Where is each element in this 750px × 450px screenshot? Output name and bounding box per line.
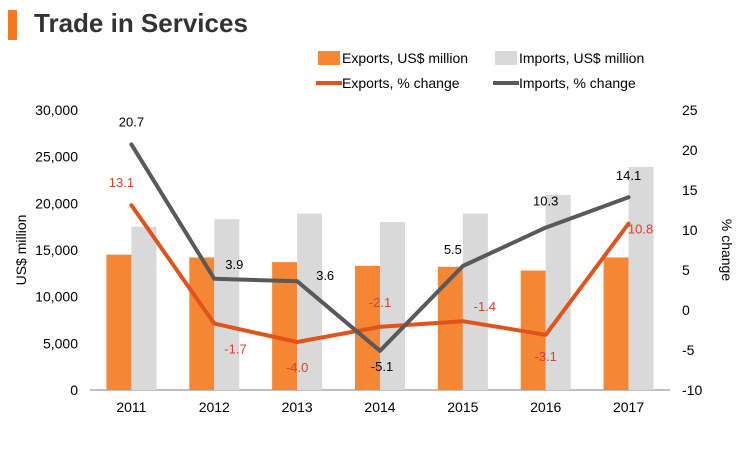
imports-change-label: 14.1 xyxy=(616,168,641,183)
imports-bar xyxy=(214,219,240,390)
x-tick-label: 2014 xyxy=(364,399,395,415)
exports-change-line xyxy=(129,203,631,344)
imports-bar xyxy=(462,213,488,390)
y-tick-label: 5,000 xyxy=(43,335,78,351)
x-tick-label: 2011 xyxy=(116,399,146,415)
y2-tick-label: 25 xyxy=(682,102,698,118)
exports-change-label: 10.8 xyxy=(628,222,653,237)
legend-exports-bar-text: Exports, US$ million xyxy=(342,50,468,66)
y-tick-label: 0 xyxy=(70,382,78,398)
data-labels: 13.1 -1.7 -4.0 -2.1 -1.4 -3.1 10.8 20.7 3.9 3.6 -5… xyxy=(109,114,653,375)
x-tick-label: 2017 xyxy=(613,399,644,415)
exports-bar xyxy=(603,257,629,390)
imports-bar xyxy=(380,222,405,390)
x-tick-label: 2015 xyxy=(447,399,478,415)
exports-change-label: -2.1 xyxy=(369,295,391,310)
imports-change-label: 3.9 xyxy=(225,257,243,272)
exports-bar xyxy=(106,254,132,390)
bars xyxy=(106,166,654,390)
y2-tick-label: 15 xyxy=(682,182,698,198)
axes: 30,000 25,000 20,000 15,000 10,000 5,000 0 25 20… xyxy=(13,102,735,415)
x-tick-label: 2012 xyxy=(199,399,230,415)
x-tick-label: 2016 xyxy=(530,399,561,415)
title-accent-bar xyxy=(8,10,17,40)
exports-change-label: -1.7 xyxy=(224,342,246,357)
y-tick-label: 10,000 xyxy=(35,289,78,305)
y2-tick-label: 5 xyxy=(682,262,690,278)
x-tick-label: 2013 xyxy=(282,399,313,415)
y-tick-label: 30,000 xyxy=(35,102,78,118)
imports-change-label: 10.3 xyxy=(533,194,558,209)
imports-change-label: 20.7 xyxy=(119,114,144,129)
y2-tick-label: 10 xyxy=(682,222,698,238)
legend-exports-bar-swatch xyxy=(318,51,340,65)
exports-change-label: 13.1 xyxy=(109,175,134,190)
y-tick-label: 20,000 xyxy=(35,195,78,211)
legend-imports-bar-text: Imports, US$ million xyxy=(519,50,644,66)
y2-tick-label: 20 xyxy=(682,142,698,158)
exports-change-label: -4.0 xyxy=(286,360,308,375)
exports-bar xyxy=(272,262,298,390)
legend-imports-line-text: Imports, % change xyxy=(519,75,636,91)
y2-tick-label: -10 xyxy=(682,382,702,398)
exports-change-label: -1.4 xyxy=(474,299,496,314)
page-title: Trade in Services xyxy=(34,8,248,38)
y-tick-label: 25,000 xyxy=(35,149,78,165)
imports-bar xyxy=(131,226,157,390)
y2-axis-title: % change xyxy=(719,219,735,281)
legend-imports-bar-swatch xyxy=(495,51,517,65)
lines xyxy=(129,142,631,353)
imports-change-label: 3.6 xyxy=(316,268,334,283)
imports-change-line xyxy=(129,142,631,353)
imports-bar xyxy=(297,213,323,390)
y-tick-label: 15,000 xyxy=(35,242,78,258)
exports-bar xyxy=(189,257,215,390)
y2-tick-label: -5 xyxy=(682,342,695,358)
y2-tick-label: 0 xyxy=(682,302,690,318)
legend: Exports, US$ million Imports, US$ million… xyxy=(316,50,644,91)
y-axis-title: US$ million xyxy=(13,215,29,286)
imports-change-label: 5.5 xyxy=(444,242,462,257)
legend-exports-line-text: Exports, % change xyxy=(342,75,460,91)
exports-change-label: -3.1 xyxy=(535,349,557,364)
imports-change-label: -5.1 xyxy=(371,359,393,374)
imports-bar xyxy=(628,166,654,390)
